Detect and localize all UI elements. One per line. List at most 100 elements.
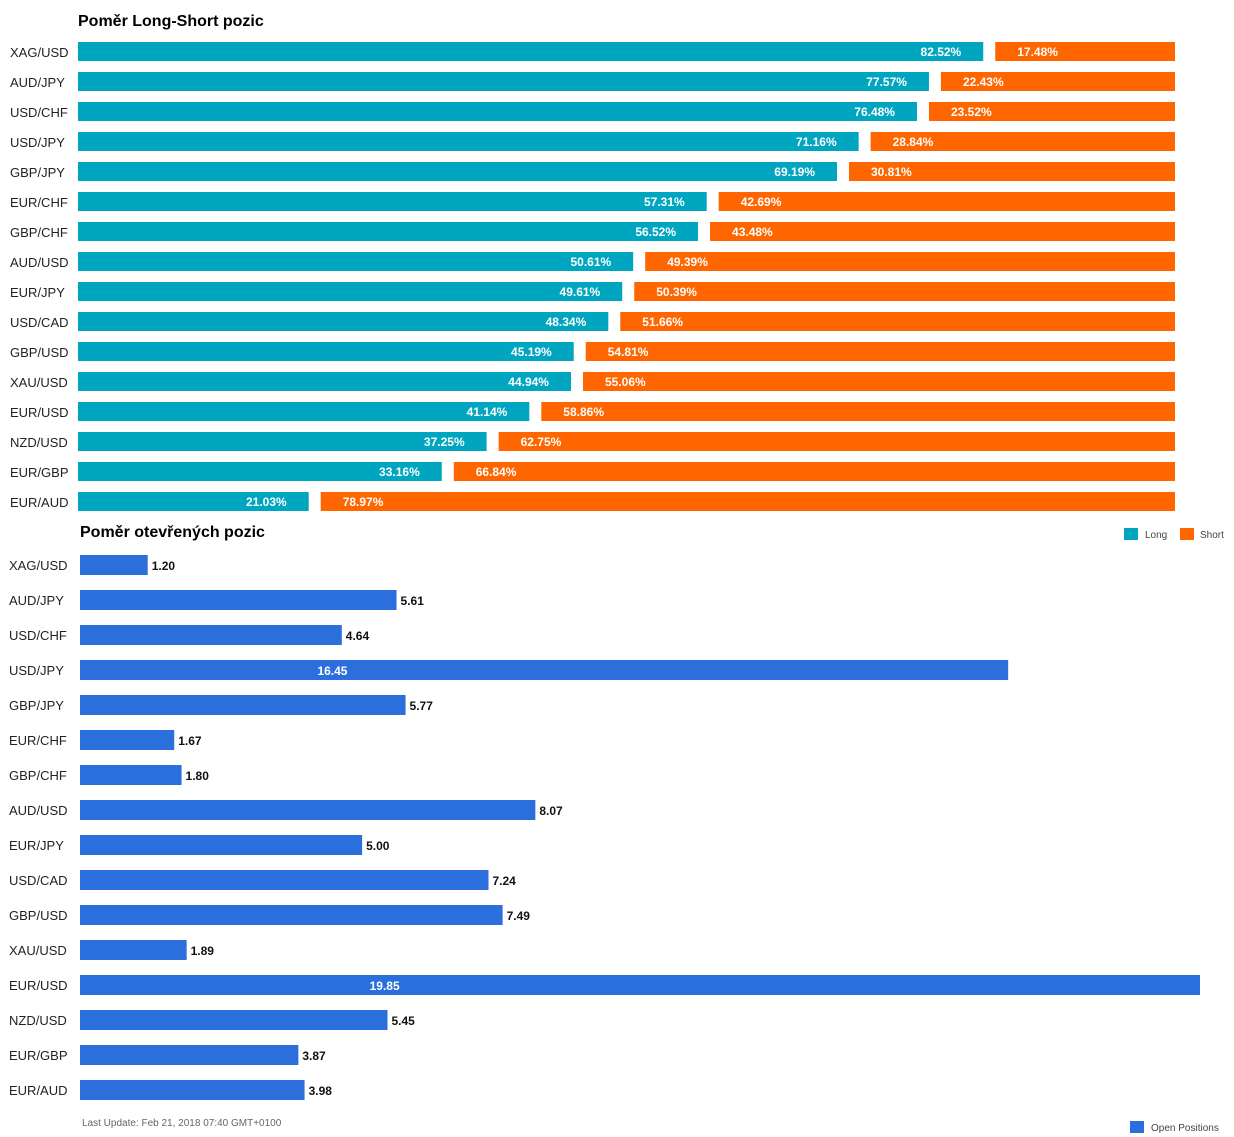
long-value-label-gbp-jpy: 69.19%: [774, 165, 815, 179]
short-bar-eur-chf: [718, 192, 1175, 211]
long-value-label-usd-cad: 48.34%: [546, 315, 587, 329]
op-category-label-aud-jpy: AUD/JPY: [9, 593, 64, 608]
open-positions-bar-xag-usd: [80, 555, 148, 575]
short-value-label-eur-aud: 78.97%: [343, 495, 384, 509]
long-short-legend: Long Short: [1124, 528, 1224, 541]
legend-short-label: Short: [1200, 530, 1224, 541]
long-value-label-xag-usd: 82.52%: [921, 45, 962, 59]
short-value-label-aud-usd: 49.39%: [667, 255, 708, 269]
op-category-label-nzd-usd: NZD/USD: [9, 1013, 67, 1028]
open-positions-value-label-eur-gbp: 3.87: [302, 1049, 326, 1063]
long-value-label-eur-chf: 57.31%: [644, 195, 685, 209]
ls-category-label-eur-usd: EUR/USD: [10, 405, 69, 420]
ls-category-label-xau-usd: XAU/USD: [10, 375, 68, 390]
short-value-label-usd-jpy: 28.84%: [893, 135, 934, 149]
short-value-label-eur-usd: 58.86%: [563, 405, 604, 419]
ls-category-label-gbp-chf: GBP/CHF: [10, 225, 68, 240]
long-value-label-eur-jpy: 49.61%: [560, 285, 601, 299]
long-value-label-aud-usd: 50.61%: [570, 255, 611, 269]
short-bar-gbp-jpy: [849, 162, 1175, 181]
short-bar-aud-jpy: [940, 72, 1175, 91]
open-positions-bar-xau-usd: [80, 940, 187, 960]
ls-category-label-eur-chf: EUR/CHF: [10, 195, 68, 210]
open-positions-value-label-eur-aud: 3.98: [309, 1084, 333, 1098]
open-positions-value-label-gbp-usd: 7.49: [507, 909, 531, 923]
op-category-label-xau-usd: XAU/USD: [9, 943, 67, 958]
short-bar-eur-aud: [320, 492, 1175, 511]
op-category-label-usd-chf: USD/CHF: [9, 628, 67, 643]
long-bar-eur-aud: [78, 492, 309, 511]
op-category-label-gbp-chf: GBP/CHF: [9, 768, 67, 783]
op-category-label-eur-usd: EUR/USD: [9, 978, 68, 993]
ls-category-label-eur-gbp: EUR/GBP: [10, 465, 69, 480]
last-update-text: Last Update: Feb 21, 2018 07:40 GMT+0100: [82, 1118, 282, 1129]
open-positions-bar-gbp-chf: [80, 765, 182, 785]
op-category-label-eur-jpy: EUR/JPY: [9, 838, 64, 853]
short-bar-gbp-usd: [585, 342, 1175, 361]
short-bar-xag-usd: [995, 42, 1175, 61]
open-positions-bar-usd-chf: [80, 625, 342, 645]
short-bar-xau-usd: [582, 372, 1175, 391]
open-positions-value-label-eur-chf: 1.67: [178, 734, 202, 748]
long-value-label-usd-chf: 76.48%: [854, 105, 895, 119]
long-bar-eur-chf: [78, 192, 707, 211]
open-positions-value-label-gbp-chf: 1.80: [186, 769, 210, 783]
open-positions-value-label-usd-chf: 4.64: [346, 629, 370, 643]
long-bar-gbp-chf: [78, 222, 699, 241]
open-positions-bar-nzd-usd: [80, 1010, 388, 1030]
open-positions-value-label-xau-usd: 1.89: [191, 944, 215, 958]
short-bar-usd-cad: [620, 312, 1175, 331]
long-bar-usd-cad: [78, 312, 609, 331]
short-bar-nzd-usd: [498, 432, 1175, 451]
op-category-label-aud-usd: AUD/USD: [9, 803, 68, 818]
long-bar-eur-usd: [78, 402, 530, 421]
long-value-label-eur-aud: 21.03%: [246, 495, 287, 509]
short-bar-eur-gbp: [453, 462, 1175, 481]
short-value-label-gbp-jpy: 30.81%: [871, 165, 912, 179]
long-bar-usd-jpy: [78, 132, 859, 151]
long-value-label-nzd-usd: 37.25%: [424, 435, 465, 449]
short-value-label-xau-usd: 55.06%: [605, 375, 646, 389]
long-value-label-eur-gbp: 33.16%: [379, 465, 420, 479]
open-positions-bar-aud-usd: [80, 800, 536, 820]
op-category-label-eur-gbp: EUR/GBP: [9, 1048, 68, 1063]
open-positions-legend: Open Positions: [1130, 1121, 1219, 1134]
ls-category-label-usd-jpy: USD/JPY: [10, 135, 65, 150]
open-positions-bar-usd-cad: [80, 870, 489, 890]
short-bar-usd-chf: [928, 102, 1175, 121]
legend-short-swatch: [1180, 528, 1194, 540]
op-category-label-usd-cad: USD/CAD: [9, 873, 68, 888]
open-positions-bar-usd-jpy: [80, 660, 1009, 680]
ls-category-label-eur-aud: EUR/AUD: [10, 495, 69, 510]
legend-open-positions-swatch: [1130, 1121, 1144, 1133]
open-positions-bar-eur-jpy: [80, 835, 363, 855]
legend-long-swatch: [1124, 528, 1138, 540]
op-category-label-eur-aud: EUR/AUD: [9, 1083, 68, 1098]
open-positions-value-label-usd-jpy: 16.45: [317, 664, 347, 678]
open-positions-value-label-gbp-jpy: 5.77: [410, 699, 434, 713]
open-positions-bar-eur-usd: [80, 975, 1200, 995]
short-value-label-usd-chf: 23.52%: [951, 105, 992, 119]
open-positions-value-label-nzd-usd: 5.45: [392, 1014, 416, 1028]
open-positions-chart: Poměr otevřených pozic XAG/USD 1.20 AUD/JP…: [9, 524, 1219, 1134]
open-positions-value-label-eur-jpy: 5.00: [366, 839, 390, 853]
ls-category-label-usd-chf: USD/CHF: [10, 105, 68, 120]
legend-open-positions-label: Open Positions: [1151, 1123, 1219, 1134]
long-bar-gbp-jpy: [78, 162, 838, 181]
ls-category-label-gbp-usd: GBP/USD: [10, 345, 69, 360]
long-value-label-gbp-chf: 56.52%: [635, 225, 676, 239]
long-short-chart-title: Poměr Long-Short pozic: [78, 13, 264, 30]
short-value-label-aud-jpy: 22.43%: [963, 75, 1004, 89]
open-positions-bar-eur-gbp: [80, 1045, 299, 1065]
open-positions-bar-aud-jpy: [80, 590, 397, 610]
ls-category-label-usd-cad: USD/CAD: [10, 315, 69, 330]
long-bar-usd-chf: [78, 102, 917, 121]
long-bar-aud-usd: [78, 252, 634, 271]
op-category-label-xag-usd: XAG/USD: [9, 558, 68, 573]
long-bar-nzd-usd: [78, 432, 487, 451]
open-positions-chart-title: Poměr otevřených pozic: [80, 524, 265, 541]
short-bar-aud-usd: [645, 252, 1175, 271]
short-value-label-gbp-usd: 54.81%: [608, 345, 649, 359]
long-bar-xag-usd: [78, 42, 984, 61]
short-value-label-nzd-usd: 62.75%: [521, 435, 562, 449]
